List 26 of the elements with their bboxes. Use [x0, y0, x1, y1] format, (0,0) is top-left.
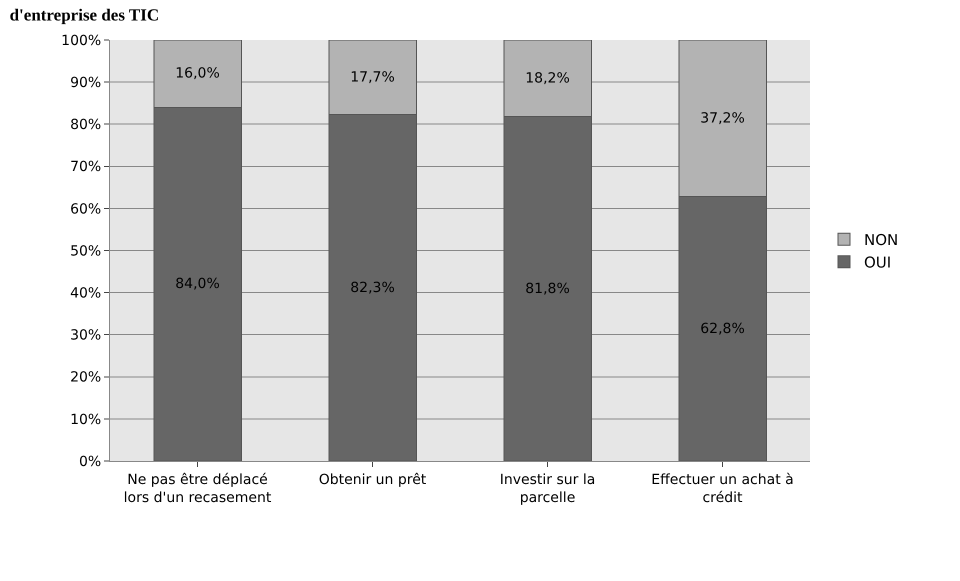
- y-tick-label: 80%: [70, 117, 102, 134]
- y-tick-label: 60%: [70, 201, 102, 218]
- y-tick-label: 70%: [70, 159, 102, 176]
- y-tick-label: 50%: [70, 243, 102, 260]
- y-tick-label: 100%: [61, 32, 102, 49]
- y-tick-label: 20%: [70, 370, 102, 386]
- legend-label: NON: [864, 231, 898, 250]
- x-tick-label: Investir sur la parcelle: [500, 472, 596, 506]
- data-label: 37,2%: [700, 110, 745, 126]
- y-tick-label: 90%: [70, 75, 102, 91]
- data-label: 82,3%: [350, 280, 395, 296]
- y-tick-label: 30%: [70, 328, 102, 344]
- x-tick-label: Effectuer un achat à crédit: [651, 472, 794, 506]
- data-label: 16,0%: [175, 66, 220, 82]
- legend-label: OUI: [864, 254, 892, 272]
- chart-title: d'entreprise des TIC: [10, 6, 160, 25]
- data-label: 62,8%: [700, 320, 745, 337]
- y-tick-label: 0%: [78, 454, 102, 470]
- data-label: 84,0%: [175, 276, 220, 292]
- y-tick-label: 10%: [70, 412, 102, 428]
- y-tick-label: 40%: [70, 286, 102, 302]
- data-label: 17,7%: [350, 69, 395, 86]
- data-label: 18,2%: [525, 70, 570, 86]
- x-tick-label: Ne pas être déplacé lors d'un recasement: [124, 472, 272, 506]
- data-label: 81,8%: [525, 280, 570, 297]
- x-tick-label: Obtenir un prêt: [318, 472, 427, 488]
